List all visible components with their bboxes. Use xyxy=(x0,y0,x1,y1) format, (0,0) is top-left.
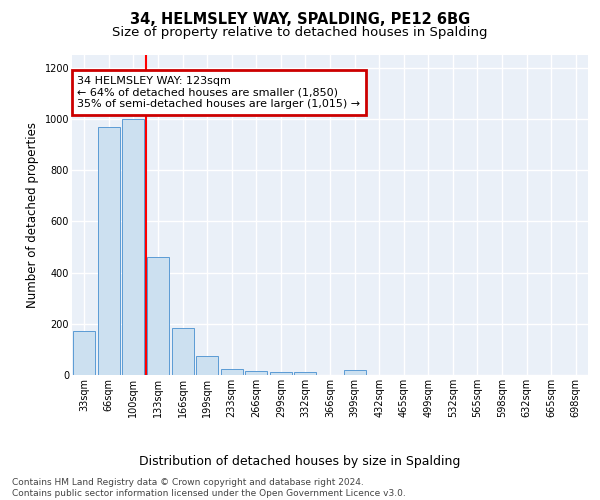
Bar xyxy=(295,372,316,375)
Text: Distribution of detached houses by size in Spalding: Distribution of detached houses by size … xyxy=(139,454,461,468)
Bar xyxy=(73,332,95,375)
Y-axis label: Number of detached properties: Number of detached properties xyxy=(26,122,39,308)
Bar xyxy=(196,356,218,375)
Bar xyxy=(98,126,120,375)
Bar xyxy=(147,257,169,375)
Bar xyxy=(122,119,145,375)
Bar xyxy=(221,368,243,375)
Text: Size of property relative to detached houses in Spalding: Size of property relative to detached ho… xyxy=(112,26,488,39)
Bar xyxy=(270,372,292,375)
Bar xyxy=(344,370,365,375)
Bar xyxy=(172,328,194,375)
Bar xyxy=(245,371,268,375)
Text: 34 HELMSLEY WAY: 123sqm
← 64% of detached houses are smaller (1,850)
35% of semi: 34 HELMSLEY WAY: 123sqm ← 64% of detache… xyxy=(77,76,360,109)
Text: 34, HELMSLEY WAY, SPALDING, PE12 6BG: 34, HELMSLEY WAY, SPALDING, PE12 6BG xyxy=(130,12,470,28)
Text: Contains HM Land Registry data © Crown copyright and database right 2024.
Contai: Contains HM Land Registry data © Crown c… xyxy=(12,478,406,498)
